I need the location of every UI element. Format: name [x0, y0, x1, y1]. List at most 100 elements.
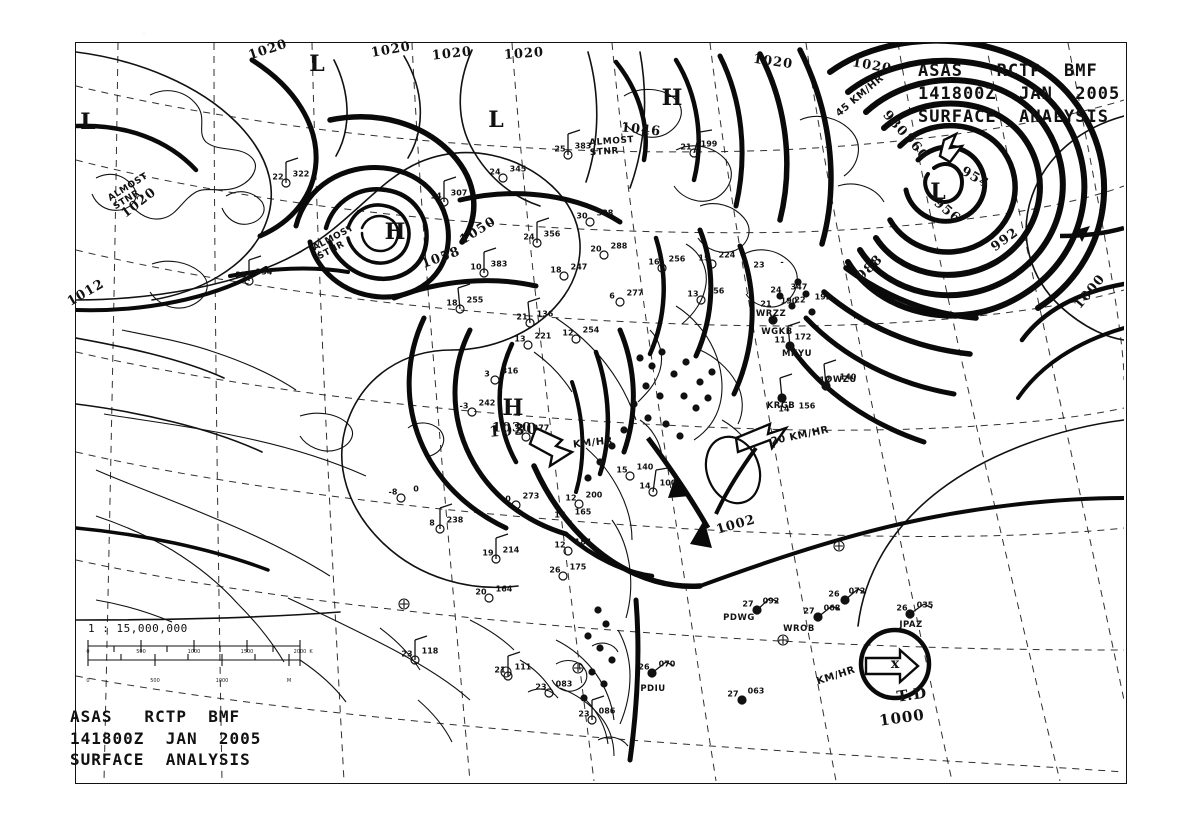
scale-km-tick: 1500: [240, 649, 254, 655]
station-obs-pressure-23: 190: [780, 296, 798, 306]
scale-km-labels: 0 500 1000 1500 2000 K: [86, 649, 312, 658]
station-obs-pressure-31: 247: [570, 262, 588, 272]
station-obs-pressure-25: 256: [707, 286, 725, 296]
station-obs-pressure-47: 0: [413, 484, 419, 494]
pressure-center-h-high-north: H: [661, 85, 683, 111]
station-obs-temp-8: 21: [494, 665, 506, 675]
isobar-label-1030-11: 1030: [491, 420, 533, 436]
station-obs-temp-9: 23: [401, 649, 413, 659]
station-obs-pressure-2: 072: [848, 586, 866, 596]
station-obs-pressure-20: 140: [839, 372, 857, 382]
station-obs-temp-25: 13: [687, 289, 699, 299]
pressure-center-l-low-kamchatka: L: [930, 179, 946, 205]
station-obs-temp-13: 26: [549, 565, 561, 575]
station-obs-temp-4: 27: [727, 689, 739, 699]
scale-mi-tick: 500: [150, 678, 160, 684]
station-obs-pressure-14: 184: [574, 537, 592, 547]
station-obs-temp-21: 11: [774, 335, 786, 345]
pressure-center-l-low-top-left: L: [80, 109, 96, 135]
graticule-longitude-lines: [103, 43, 1124, 781]
station-obs-temp-34: 30: [576, 211, 588, 221]
station-obs-pressure-11: 238: [446, 515, 464, 525]
pressure-center-l-low-top-center-2: L: [488, 107, 504, 133]
pressure-center-h-high-mongolia: H: [502, 395, 524, 421]
station-obs-temp-39: 22: [272, 172, 284, 182]
station-obs-temp-12: 19: [482, 548, 494, 558]
station-obs-pressure-49: 347: [790, 282, 808, 292]
station-obs-temp-43: 15: [698, 253, 710, 263]
station-obs-pressure-8: 111: [514, 662, 532, 672]
station-id-krgb: KRGB: [766, 401, 796, 411]
station-obs-pressure-36: 383: [574, 141, 592, 151]
station-obs-pressure-4: 063: [747, 686, 765, 696]
title-bottom-line2: 141800Z JAN 2005: [70, 728, 262, 748]
scale-km-tick: 2000: [293, 649, 307, 655]
scale-mi-labels: 0 500 1000 M: [86, 678, 303, 687]
station-obs-pressure-38: 307: [450, 188, 468, 198]
pressure-center-l-low-top-center: L: [309, 51, 325, 77]
station-obs-temp-17: 16: [554, 510, 566, 520]
station-id-jpaz: JPAZ: [899, 620, 923, 630]
station-obs-pressure-15: 273: [522, 491, 540, 501]
station-obs-pressure-6: 086: [598, 706, 616, 716]
scale-km-tick: 0: [86, 649, 90, 655]
station-obs-pressure-44: 316: [501, 366, 519, 376]
station-obs-pressure-45: 242: [478, 398, 496, 408]
title-bottom-line3: SURFACE ANALYSIS: [70, 750, 251, 770]
station-obs-pressure-40: 334: [255, 267, 273, 277]
scale-ratio-label: 1 : 15,000,000: [88, 622, 188, 635]
station-obs-pressure-26: 277: [626, 288, 644, 298]
scale-mi-tick: 0: [86, 678, 90, 684]
isobars-thin: [76, 49, 1124, 627]
station-id-owzu: OWZU: [825, 375, 857, 385]
station-plots: [244, 129, 933, 725]
coastlines: [91, 88, 885, 757]
station-obs-temp-3: 26: [896, 603, 908, 613]
station-obs-temp-47: -8: [388, 487, 398, 497]
misc-map-symbols: [398, 540, 845, 678]
station-obs-pressure-21: 172: [794, 332, 812, 342]
station-obs-pressure-0: 092: [762, 596, 780, 606]
station-obs-pressure-1: 068: [823, 603, 841, 613]
title-bottom-line1: ASAS RCTP BMF: [70, 707, 241, 726]
scale-mi-tick: 1000: [215, 678, 229, 684]
motion-annotation-almost-stnr-2: ALMOST STNR: [589, 135, 635, 159]
station-id-wrob: WROB: [783, 624, 815, 634]
station-obs-pressure-10: 164: [495, 584, 513, 594]
station-obs-temp-48: 23: [753, 260, 765, 270]
station-obs-temp-41: 21: [680, 142, 692, 152]
station-obs-pressure-39: 322: [292, 169, 310, 179]
station-obs-temp-26: 6: [609, 291, 615, 301]
station-id-wrzz: WRZZ: [755, 309, 787, 319]
station-obs-temp-45: -3: [459, 401, 469, 411]
station-obs-pressure-17: 165: [574, 507, 592, 517]
station-obs-temp-22: 14: [778, 404, 790, 414]
isobar-label-1020-3: 1020: [503, 45, 545, 63]
station-obs-temp-20: 12: [819, 375, 831, 385]
station-obs-temp-28: 18: [446, 298, 458, 308]
station-obs-pressure-30: 254: [582, 325, 600, 335]
scale-bar-graphic: [87, 640, 301, 666]
motion-arrow-china: [528, 426, 575, 469]
front-warm-occluded: [714, 446, 758, 515]
station-obs-temp-42: 16: [648, 257, 660, 267]
station-obs-temp-40: 25: [235, 270, 247, 280]
station-obs-temp-18: 14: [639, 481, 651, 491]
front-cold-primary: [645, 436, 712, 548]
scale-mi-tick: M: [286, 678, 292, 684]
station-obs-temp-0: 27: [742, 599, 754, 609]
station-obs-temp-6: 23: [578, 709, 590, 719]
title-top-line1: ASAS RCTP BMF: [918, 61, 1098, 81]
scale-bar: 1 : 15,000,000 0 500 1000 1500 2000 K 0 500 100…: [86, 622, 312, 687]
station-obs-temp-37: 24: [489, 167, 501, 177]
station-id-pdwg: PDWG: [723, 613, 755, 623]
station-obs-pressure-28: 255: [466, 295, 484, 305]
station-obs-temp-23: 21: [760, 299, 772, 309]
station-obs-temp-15: 0: [505, 494, 511, 504]
title-block-bottom: ASAS RCTP BMF 141800Z JAN 2005 SURFACE A…: [70, 706, 261, 771]
station-obs-pressure-42: 256: [668, 254, 686, 264]
station-obs-pressure-27: 136: [536, 309, 554, 319]
title-block-top: ASAS RCTP BMF 141800Z JAN 2005 SURFACE A…: [918, 60, 1120, 129]
station-obs-pressure-19: 140: [636, 462, 654, 472]
